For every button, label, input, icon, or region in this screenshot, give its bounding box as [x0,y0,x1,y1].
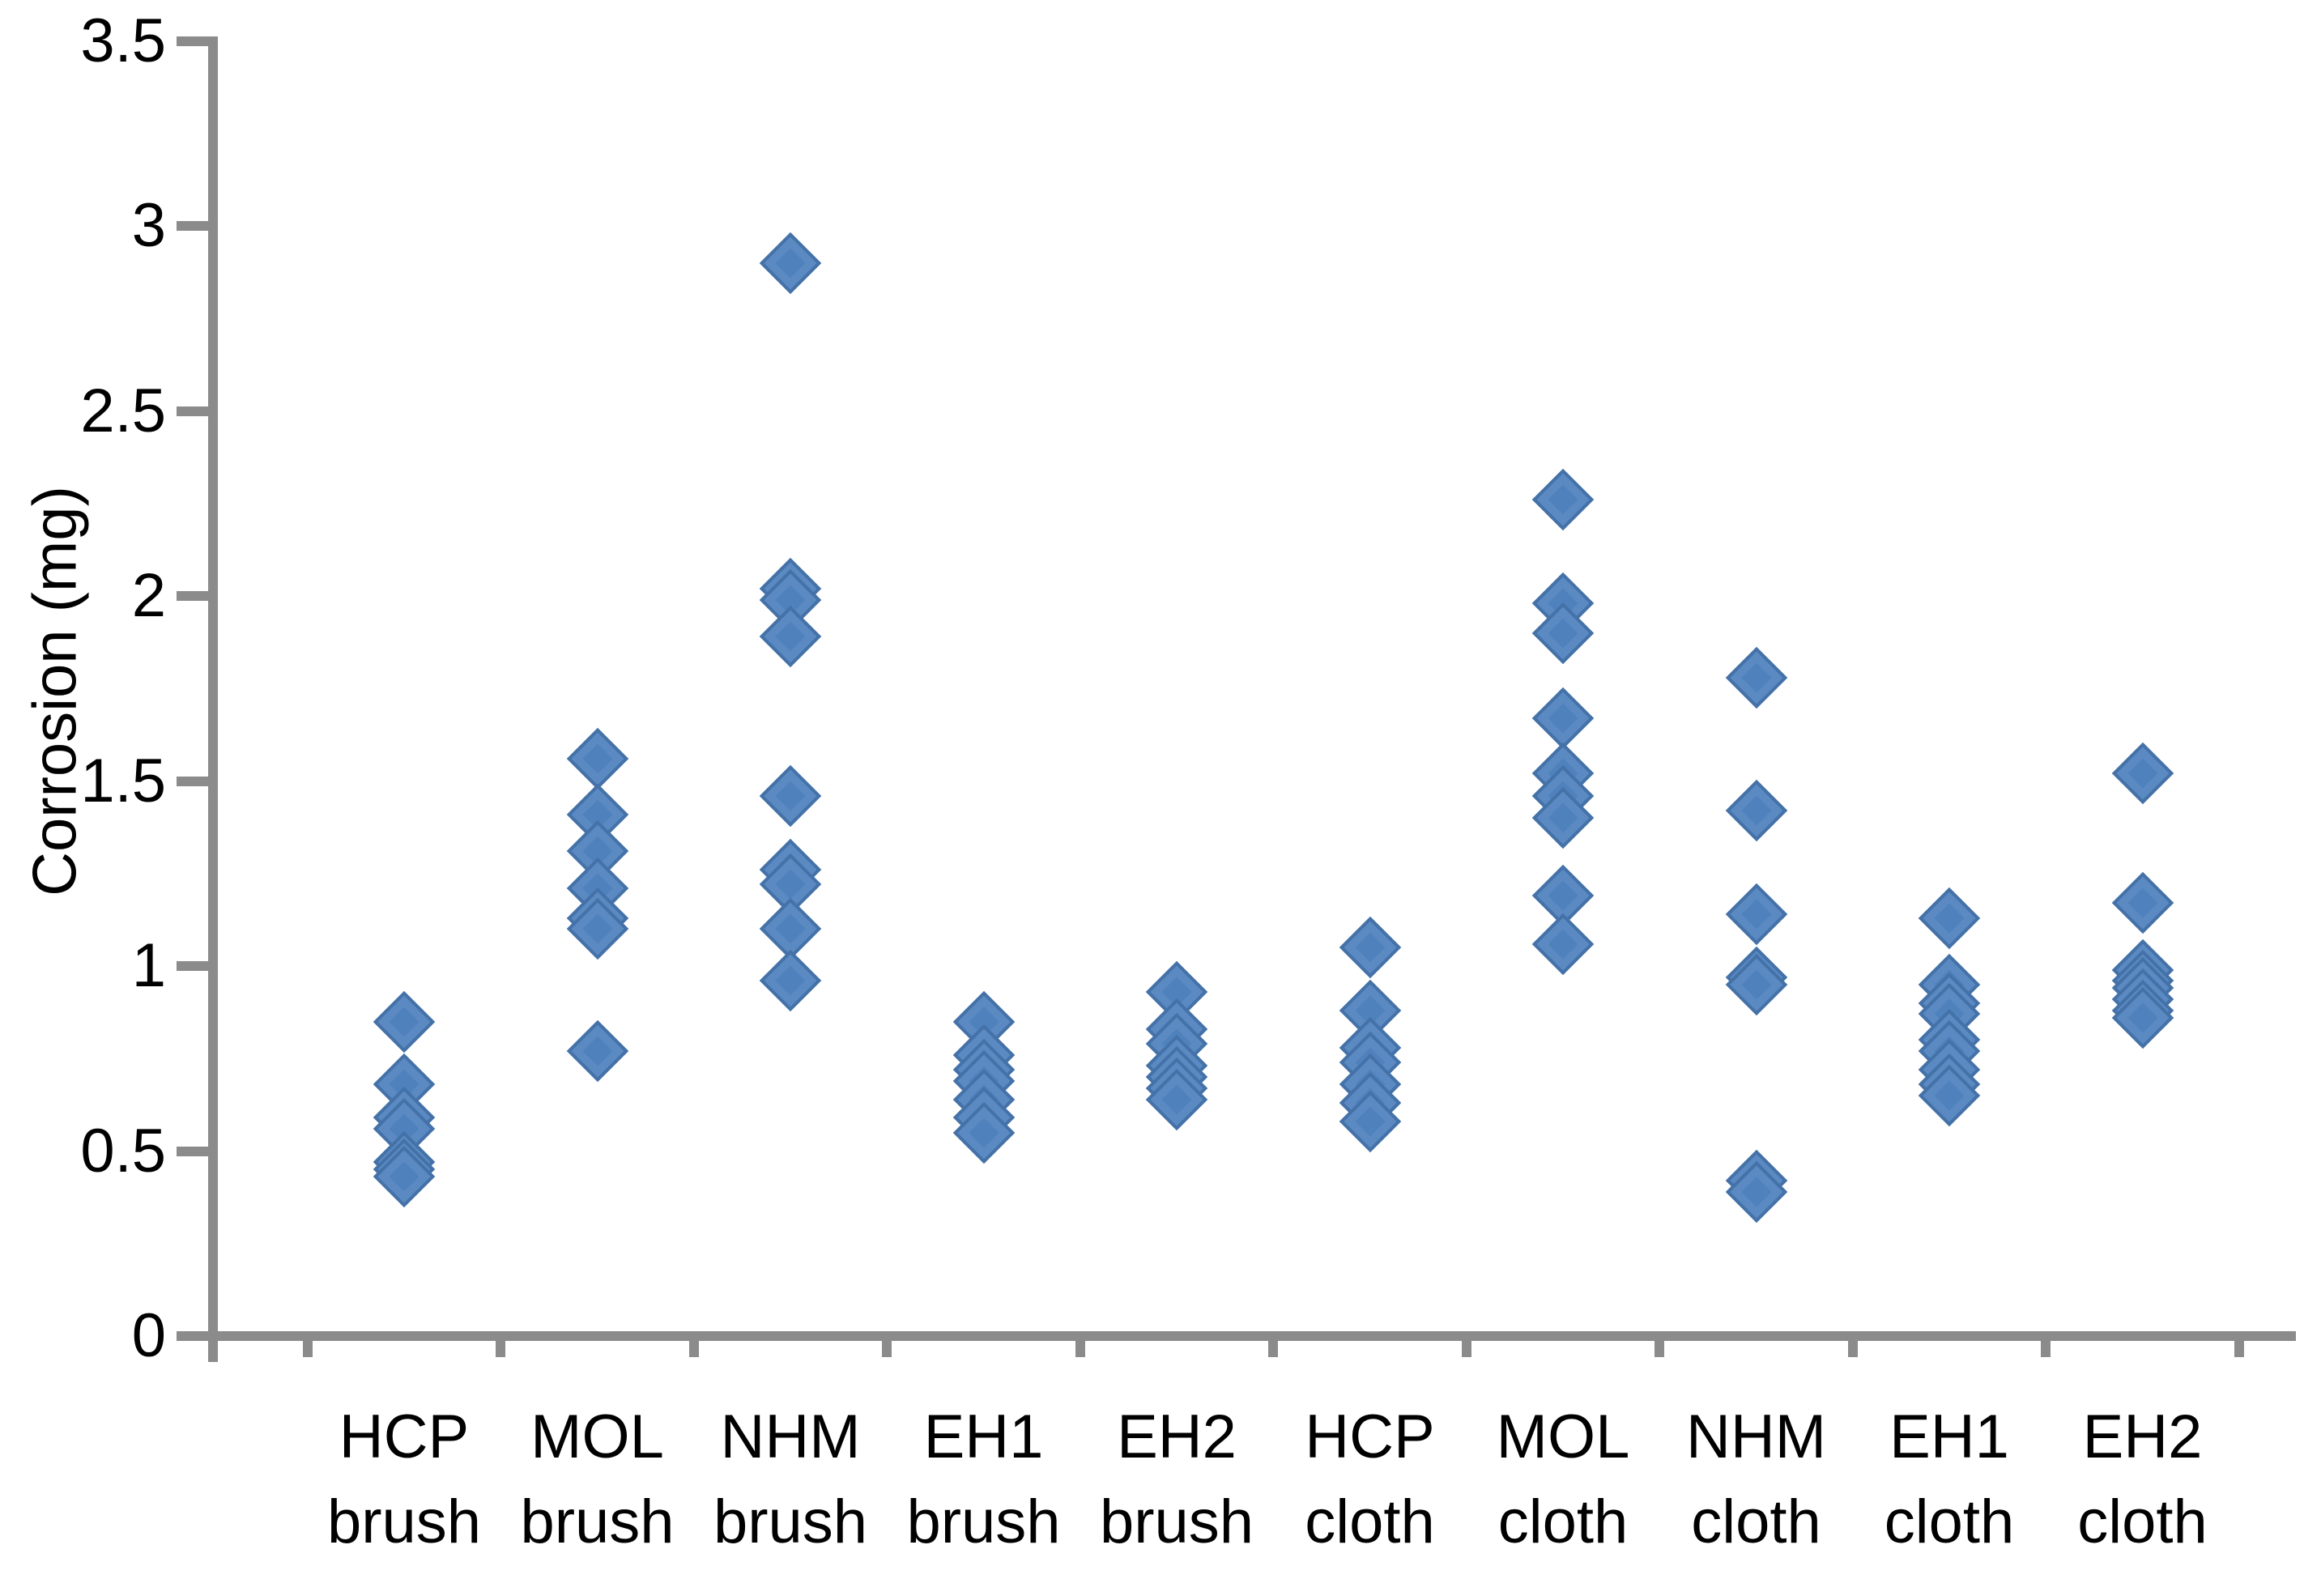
diamond-marker [1531,687,1595,749]
x-axis-label-line2: brush [1099,1487,1254,1556]
x-axis-tick [1268,1336,1279,1357]
x-axis-label-line1: EH1 [1889,1402,2009,1471]
y-axis-tick [177,1331,213,1341]
x-axis-tick [1847,1336,1858,1357]
x-axis-label-line2: cloth [1305,1487,1435,1556]
x-axis-label-line2: brush [326,1487,482,1556]
diamond-marker [1725,883,1787,946]
diamond-marker [2111,743,2174,805]
y-axis-title: Corrosion (mg) [20,486,90,896]
x-axis-label-line1: EH1 [923,1402,1044,1471]
y-axis-tick-label: 3.5 [80,6,166,75]
diamond-marker [759,606,822,668]
y-axis-tick-label: 1 [131,931,166,1000]
diamond-marker [2111,872,2174,934]
diamond-marker [566,1019,628,1083]
y-axis-tick [177,1146,213,1156]
x-axis-label-line2: brush [906,1487,1061,1556]
x-axis-label-line2: cloth [2077,1487,2208,1556]
y-axis-tick-label: 0 [131,1301,166,1370]
x-axis-tick [2041,1336,2051,1357]
y-axis-tick [177,406,213,416]
x-axis-tick [882,1336,892,1357]
x-axis-label-line2: brush [713,1487,868,1556]
x-axis-tick [1461,1336,1471,1357]
diamond-marker [1725,646,1787,709]
x-axis-label-line1: HCP [1305,1402,1435,1471]
diamond-marker [1339,916,1401,979]
x-axis-label-line1: EH2 [2082,1402,2203,1471]
x-axis-label-line1: NHM [1685,1402,1827,1471]
diamond-marker [566,898,628,960]
diamond-marker [373,990,436,1053]
x-axis-tick [302,1336,313,1357]
x-axis-tick [2234,1336,2244,1357]
x-axis-line [208,1331,2296,1341]
y-axis-tick [177,36,213,46]
y-axis-tick-label: 3 [131,191,166,260]
y-axis-tick-label: 2.5 [80,376,166,445]
diamond-marker [759,950,822,1012]
diamond-marker [1531,913,1595,975]
y-axis-tick [177,221,213,231]
x-axis-label-line1: NHM [720,1402,861,1471]
diamond-marker [1918,887,1981,949]
x-axis-tick [1075,1336,1085,1357]
y-axis-line [208,36,218,1362]
x-axis-tick [496,1336,506,1357]
y-axis-tick [177,776,213,786]
diamond-marker [1725,1160,1787,1223]
diamond-marker [1725,779,1787,842]
x-axis-label-line1: MOL [530,1402,664,1471]
x-axis-label-line1: HCP [339,1402,470,1471]
x-axis-label-line2: cloth [1691,1487,1821,1556]
diamond-marker [1725,953,1787,1016]
y-axis-tick-label: 1.5 [80,746,166,815]
x-axis-label-line2: cloth [1884,1487,2015,1556]
x-axis-label-line1: MOL [1496,1402,1630,1471]
diamond-marker [1531,468,1595,531]
y-axis-tick-label: 2 [131,561,166,630]
x-axis-tick [688,1336,699,1357]
y-axis-tick [177,591,213,601]
x-axis-label-line2: cloth [1497,1487,1629,1556]
y-axis-tick-label: 0.5 [80,1116,166,1185]
x-axis-tick [1655,1336,1665,1357]
x-axis-label-line2: brush [520,1487,675,1556]
x-axis-label-line1: EH2 [1117,1402,1237,1471]
y-axis-tick [177,961,213,971]
diamond-marker [759,232,822,294]
diamond-marker [759,764,822,827]
diamond-marker [566,727,628,790]
